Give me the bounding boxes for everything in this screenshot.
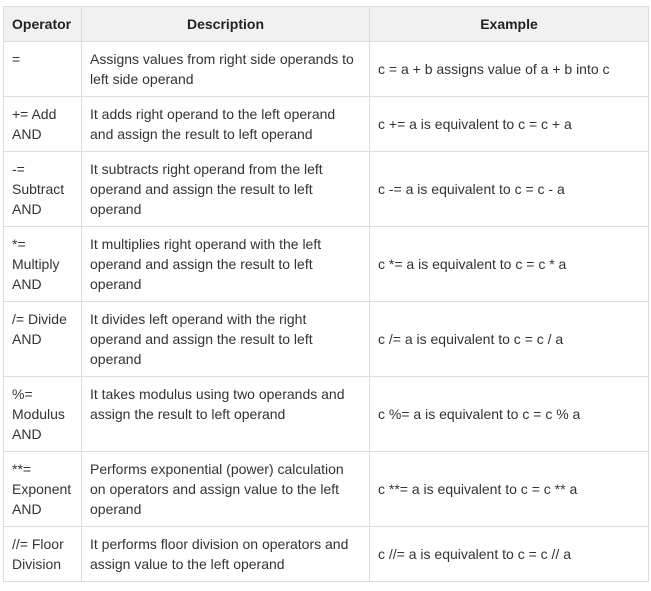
description-cell: It divides left operand with the right o… — [81, 301, 370, 377]
table-header-row: Operator Description Example — [3, 6, 649, 42]
table-row: = Assigns values from right side operand… — [3, 41, 649, 97]
example-cell: c -= a is equivalent to c = c - a — [369, 151, 649, 227]
operator-cell: **= Exponent AND — [3, 451, 82, 527]
operator-cell: += Add AND — [3, 96, 82, 152]
example-cell: c += a is equivalent to c = c + a — [369, 96, 649, 152]
operators-table-container: Operator Description Example = Assigns v… — [3, 6, 649, 582]
header-operator: Operator — [3, 6, 82, 42]
description-cell: Assigns values from right side operands … — [81, 41, 370, 97]
description-cell: It performs floor division on operators … — [81, 526, 370, 582]
operator-cell: /= Divide AND — [3, 301, 82, 377]
operator-cell: %= Modulus AND — [3, 376, 82, 452]
example-cell: c **= a is equivalent to c = c ** a — [369, 451, 649, 527]
description-cell: It subtracts right operand from the left… — [81, 151, 370, 227]
operator-cell: = — [3, 41, 82, 97]
table-row: //= Floor Division It performs floor div… — [3, 526, 649, 582]
header-description: Description — [81, 6, 370, 42]
operator-cell: //= Floor Division — [3, 526, 82, 582]
example-cell: c //= a is equivalent to c = c // a — [369, 526, 649, 582]
operator-cell: *= Multiply AND — [3, 226, 82, 302]
description-cell: Performs exponential (power) calculation… — [81, 451, 370, 527]
header-example: Example — [369, 6, 649, 42]
example-cell: c = a + b assigns value of a + b into c — [369, 41, 649, 97]
assignment-operators-table: Operator Description Example = Assigns v… — [3, 6, 649, 582]
example-cell: c *= a is equivalent to c = c * a — [369, 226, 649, 302]
description-cell: It multiplies right operand with the lef… — [81, 226, 370, 302]
table-row: %= Modulus AND It takes modulus using tw… — [3, 376, 649, 452]
table-row: /= Divide AND It divides left operand wi… — [3, 301, 649, 377]
table-row: **= Exponent AND Performs exponential (p… — [3, 451, 649, 527]
table-row: *= Multiply AND It multiplies right oper… — [3, 226, 649, 302]
example-cell: c %= a is equivalent to c = c % a — [369, 376, 649, 452]
table-row: += Add AND It adds right operand to the … — [3, 96, 649, 152]
operator-cell: -= Subtract AND — [3, 151, 82, 227]
example-cell: c /= a is equivalent to c = c / a — [369, 301, 649, 377]
table-row: -= Subtract AND It subtracts right opera… — [3, 151, 649, 227]
description-cell: It adds right operand to the left operan… — [81, 96, 370, 152]
description-cell: It takes modulus using two operands and … — [81, 376, 370, 452]
